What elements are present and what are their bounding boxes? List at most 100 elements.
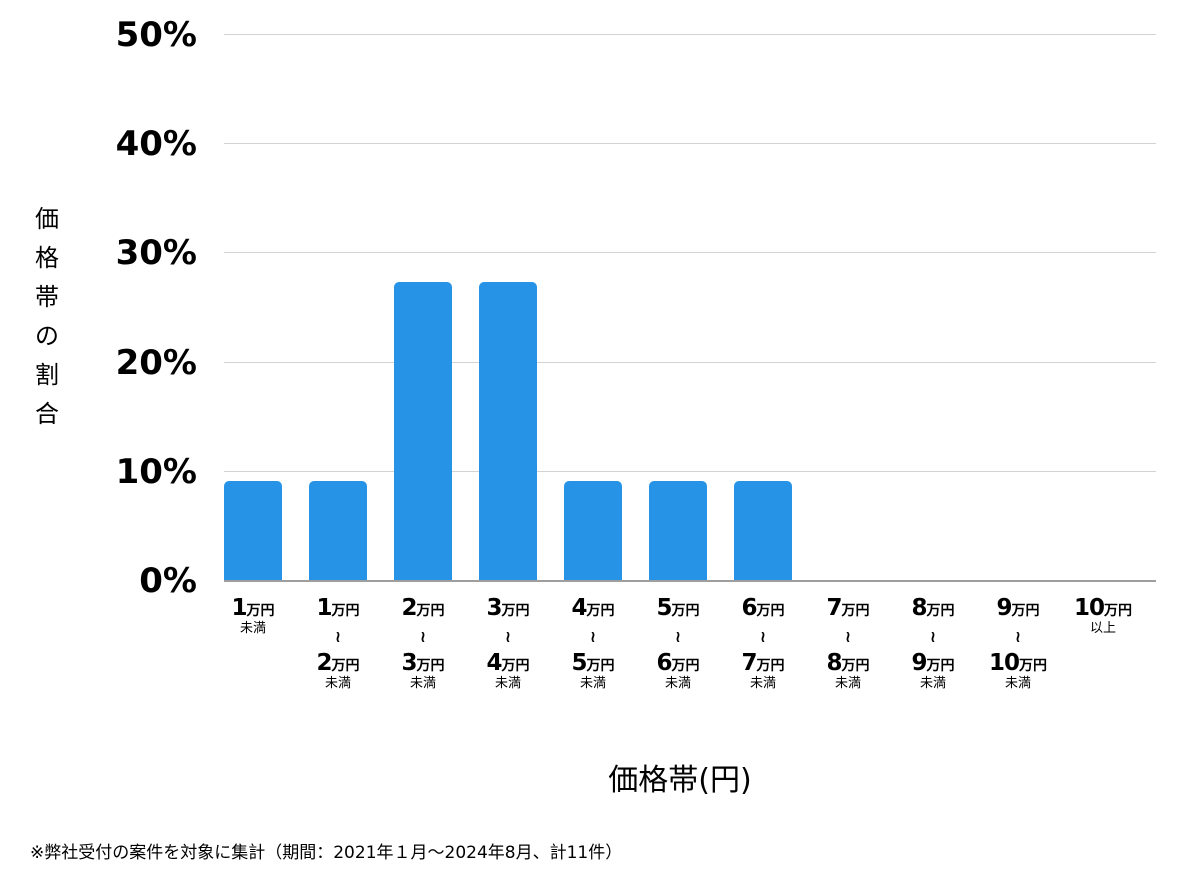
range-suffix: 未満 xyxy=(749,676,776,691)
gridline-30 xyxy=(224,252,1156,253)
range-from-unit: 万円 xyxy=(501,603,530,619)
gridline-20 xyxy=(224,362,1156,363)
range-to-unit: 万円 xyxy=(331,658,360,674)
range-tilde: ≀ xyxy=(675,627,681,646)
range-to-number: 10 xyxy=(988,650,1020,676)
range-suffix: 未満 xyxy=(409,676,436,691)
x-category-label: 6万円 ≀ 7万円 未満 xyxy=(721,595,805,697)
range-from: 9万円 xyxy=(976,595,1060,624)
range-from-unit: 万円 xyxy=(586,603,615,619)
range-from-number: 5 xyxy=(656,595,672,621)
y-axis-title-char: 格 xyxy=(35,244,59,272)
range-to-unit: 万円 xyxy=(671,658,700,674)
range-from-unit: 万円 xyxy=(926,603,955,619)
y-tick-50: 50% xyxy=(115,15,197,55)
bar xyxy=(309,480,367,580)
range-suffix: 未満 xyxy=(494,676,521,691)
x-category-label: 2万円 ≀ 3万円 未満 xyxy=(381,595,465,697)
range-from: 6万円 xyxy=(721,595,805,624)
range-to-number: 8 xyxy=(826,650,842,676)
x-category-label: 10万円 以上 xyxy=(1061,595,1145,642)
y-axis-title: 価 格 帯 の 割 合 xyxy=(32,200,62,434)
bar xyxy=(734,480,792,580)
gridline-50 xyxy=(224,34,1156,35)
range-tilde: ≀ xyxy=(930,627,936,646)
range-from: 1万円 xyxy=(296,595,380,624)
range-from-number: 4 xyxy=(571,595,587,621)
range-suffix: 以上 xyxy=(1089,621,1116,636)
range-from-unit: 万円 xyxy=(841,603,870,619)
range-from: 10万円 xyxy=(1061,595,1145,624)
bar xyxy=(479,282,537,580)
range-from: 7万円 xyxy=(806,595,890,624)
range-from: 8万円 xyxy=(891,595,975,624)
x-category-label: 1万円 未満 xyxy=(211,595,295,642)
y-axis-title-char: 価 xyxy=(35,205,59,233)
range-to: 9万円 xyxy=(891,650,975,679)
range-suffix: 未満 xyxy=(1004,676,1031,691)
range-suffix: 未満 xyxy=(664,676,691,691)
range-suffix: 未満 xyxy=(239,621,266,636)
range-from-number: 9 xyxy=(996,595,1012,621)
range-from-number: 3 xyxy=(486,595,502,621)
range-suffix: 未満 xyxy=(834,676,861,691)
bar xyxy=(394,282,452,580)
range-from: 2万円 xyxy=(381,595,465,624)
range-to-number: 5 xyxy=(571,650,587,676)
range-to-unit: 万円 xyxy=(416,658,445,674)
range-to-unit: 万円 xyxy=(756,658,785,674)
range-suffix: 未満 xyxy=(579,676,606,691)
range-to: 5万円 xyxy=(551,650,635,679)
range-to: 3万円 xyxy=(381,650,465,679)
range-from-unit: 万円 xyxy=(246,603,275,619)
y-tick-40: 40% xyxy=(115,124,197,164)
range-to: 4万円 xyxy=(466,650,550,679)
bar xyxy=(224,480,282,580)
range-suffix: 未満 xyxy=(919,676,946,691)
range-tilde: ≀ xyxy=(335,627,341,646)
y-axis-title-char: 割 xyxy=(35,361,59,389)
range-from: 5万円 xyxy=(636,595,720,624)
range-to: 7万円 xyxy=(721,650,805,679)
range-from-unit: 万円 xyxy=(331,603,360,619)
x-category-label: 1万円 ≀ 2万円 未満 xyxy=(296,595,380,697)
range-from-number: 7 xyxy=(826,595,842,621)
y-tick-10: 10% xyxy=(115,452,197,492)
y-tick-30: 30% xyxy=(115,233,197,273)
y-tick-20: 20% xyxy=(115,343,197,383)
range-tilde: ≀ xyxy=(1015,627,1021,646)
range-tilde: ≀ xyxy=(420,627,426,646)
range-to: 10万円 xyxy=(976,650,1060,679)
range-from-unit: 万円 xyxy=(756,603,785,619)
y-tick-0: 0% xyxy=(139,561,197,601)
y-axis-title-char: 合 xyxy=(35,400,59,428)
range-to-number: 7 xyxy=(741,650,757,676)
x-axis-title: 価格帯(円) xyxy=(608,763,752,798)
gridline-10 xyxy=(224,471,1156,472)
range-to: 2万円 xyxy=(296,650,380,679)
footnote: ※弊社受付の案件を対象に集計（期間：2021年１月〜2024年8月、計11件） xyxy=(30,843,623,863)
x-category-label: 7万円 ≀ 8万円 未満 xyxy=(806,595,890,697)
range-tilde: ≀ xyxy=(590,627,596,646)
range-to-number: 6 xyxy=(656,650,672,676)
range-from-unit: 万円 xyxy=(416,603,445,619)
range-tilde: ≀ xyxy=(845,627,851,646)
range-from-number: 1 xyxy=(316,595,332,621)
range-from-number: 10 xyxy=(1073,595,1105,621)
range-tilde: ≀ xyxy=(760,627,766,646)
range-to-number: 4 xyxy=(486,650,502,676)
x-category-label: 4万円 ≀ 5万円 未満 xyxy=(551,595,635,697)
range-to-unit: 万円 xyxy=(1019,658,1047,674)
y-axis-title-char: 帯 xyxy=(35,283,59,311)
range-tilde: ≀ xyxy=(505,627,511,646)
x-category-label: 3万円 ≀ 4万円 未満 xyxy=(466,595,550,697)
range-to-unit: 万円 xyxy=(586,658,615,674)
x-category-label: 5万円 ≀ 6万円 未満 xyxy=(636,595,720,697)
range-to-number: 2 xyxy=(316,650,332,676)
range-from-unit: 万円 xyxy=(1104,603,1132,619)
range-from-number: 2 xyxy=(401,595,417,621)
range-from-number: 6 xyxy=(741,595,757,621)
range-from-unit: 万円 xyxy=(671,603,700,619)
range-to: 8万円 xyxy=(806,650,890,679)
range-from: 3万円 xyxy=(466,595,550,624)
